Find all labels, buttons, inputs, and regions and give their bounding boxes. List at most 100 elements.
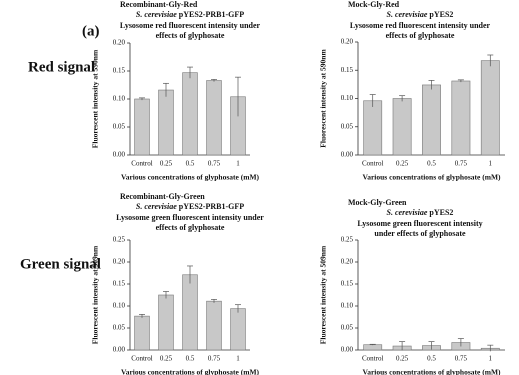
y-axis-label: Fluorescent intensity at 509nm xyxy=(91,245,100,344)
y-tick-label: 0.10 xyxy=(113,95,126,103)
y-tick-label: 0.25 xyxy=(113,236,126,244)
x-tick-label: 0.5 xyxy=(427,160,436,168)
x-tick-label: 1 xyxy=(236,355,240,363)
species: S. cerevisiae xyxy=(387,208,428,217)
x-tick-label: 1 xyxy=(489,355,493,363)
strain: pYES2 xyxy=(429,208,453,217)
x-tick-label: Control xyxy=(131,355,152,363)
chart-subtitle: S. cerevisiae pYES2 xyxy=(387,208,454,217)
y-tick-label: 0.15 xyxy=(341,280,354,288)
bar xyxy=(230,308,246,351)
x-axis-label: Various concentrations of glyphosate (mM… xyxy=(362,173,501,182)
row-label: Green signal xyxy=(20,256,101,272)
x-tick-label: 1 xyxy=(489,160,493,168)
bar xyxy=(363,100,383,156)
error-bar xyxy=(399,95,406,102)
x-tick-label: Control xyxy=(362,355,383,363)
y-axis-label: Fluorescent intensity at 590nm xyxy=(319,49,328,148)
x-tick-label: 0.75 xyxy=(208,160,221,168)
strain: pYES2-PRB1-GFP xyxy=(179,202,244,211)
error-bar xyxy=(211,299,217,303)
y-tick-label: 0.05 xyxy=(113,123,126,131)
species: S. cerevisiae xyxy=(387,10,428,19)
bar xyxy=(182,72,198,156)
strain: pYES2-PRB1-GFP xyxy=(179,10,244,19)
error-bar xyxy=(139,97,145,101)
panel-label: (a) xyxy=(82,23,100,39)
x-tick-label: 0.75 xyxy=(455,355,468,363)
y-tick-label: 0.05 xyxy=(341,122,354,130)
error-bar xyxy=(457,338,464,347)
error-bar xyxy=(457,79,464,83)
error-bar xyxy=(163,291,169,299)
chart-subtitle: S. cerevisiae pYES2-PRB1-GFP xyxy=(136,10,244,19)
y-tick-label: 0.15 xyxy=(341,66,354,74)
y-tick-label: 0.20 xyxy=(341,38,354,46)
y-tick-label: 0.20 xyxy=(113,39,126,47)
error-bar xyxy=(369,94,376,107)
y-tick-label: 0.10 xyxy=(341,302,354,310)
x-tick-label: 0.25 xyxy=(160,355,173,363)
bar xyxy=(182,274,198,351)
x-tick-label: 0.25 xyxy=(396,160,409,168)
bar xyxy=(206,300,222,351)
chart-title: Lysosome green fluorescent intensity und… xyxy=(116,213,264,222)
x-axis-label: Various concentrations of glyphosate (mM… xyxy=(121,368,260,375)
chart-label: Recombinant-Gly-Green xyxy=(120,192,205,201)
chart-title: effects of glyphosate xyxy=(386,31,455,40)
species: S. cerevisiae xyxy=(136,10,177,19)
y-tick-label: 0.05 xyxy=(341,324,354,332)
x-tick-label: 0.25 xyxy=(160,160,173,168)
strain: pYES2 xyxy=(429,10,453,19)
y-tick-label: 0.20 xyxy=(341,258,354,266)
error-bar xyxy=(235,76,241,117)
x-tick-label: 0.5 xyxy=(186,355,195,363)
x-tick-label: Control xyxy=(362,160,383,168)
chart-title: Lysosome green fluorescent intensity xyxy=(357,219,482,228)
y-tick-label: 0.00 xyxy=(341,346,354,354)
error-bar xyxy=(211,79,217,82)
error-bar xyxy=(399,341,406,351)
row-label: Red signal xyxy=(28,59,95,75)
y-tick-label: 0.25 xyxy=(341,236,354,244)
chart-title: effects of glyphosate xyxy=(156,223,225,232)
error-bar xyxy=(235,304,241,313)
bar xyxy=(158,89,174,156)
y-tick-label: 0.00 xyxy=(113,346,126,354)
error-bar xyxy=(139,314,145,318)
x-tick-label: 0.5 xyxy=(186,160,195,168)
error-bar xyxy=(187,66,193,79)
x-tick-label: 0.5 xyxy=(427,355,436,363)
x-tick-label: Control xyxy=(131,160,152,168)
x-axis-label: Various concentrations of glyphosate (mM… xyxy=(362,368,501,375)
error-bar xyxy=(163,82,169,97)
x-tick-label: 1 xyxy=(236,160,240,168)
x-tick-label: 0.25 xyxy=(396,355,409,363)
x-axis-label: Various concentrations of glyphosate (mM… xyxy=(121,173,260,182)
chart-title: effects of glyphosate xyxy=(156,31,225,40)
chart-title: Lysosome red fluorescent intensity under xyxy=(350,21,491,30)
error-bar xyxy=(487,344,494,352)
y-tick-label: 0.05 xyxy=(113,324,126,332)
y-tick-label: 0.00 xyxy=(113,151,126,159)
chart-subtitle: S. cerevisiae pYES2 xyxy=(387,10,454,19)
bar xyxy=(134,98,150,156)
chart-label: Mock-Gly-Red xyxy=(348,0,400,9)
bar xyxy=(134,315,150,351)
bar xyxy=(158,294,174,351)
chart-title: under effects of glyphosate xyxy=(374,229,466,238)
error-bar xyxy=(369,343,376,346)
error-bar xyxy=(187,265,193,284)
x-tick-label: 0.75 xyxy=(208,355,221,363)
bar xyxy=(422,84,441,156)
y-tick-label: 0.10 xyxy=(341,94,354,102)
bar xyxy=(480,60,500,156)
bar xyxy=(363,344,383,351)
y-tick-label: 0.00 xyxy=(341,151,354,159)
error-bar xyxy=(428,80,435,90)
bar xyxy=(392,98,412,156)
y-tick-label: 0.15 xyxy=(113,67,126,75)
chart-title: Lysosome red fluorescent intensity under xyxy=(120,21,261,30)
chart-label: Recombinant-Gly-Red xyxy=(120,0,198,9)
error-bar xyxy=(428,341,435,350)
